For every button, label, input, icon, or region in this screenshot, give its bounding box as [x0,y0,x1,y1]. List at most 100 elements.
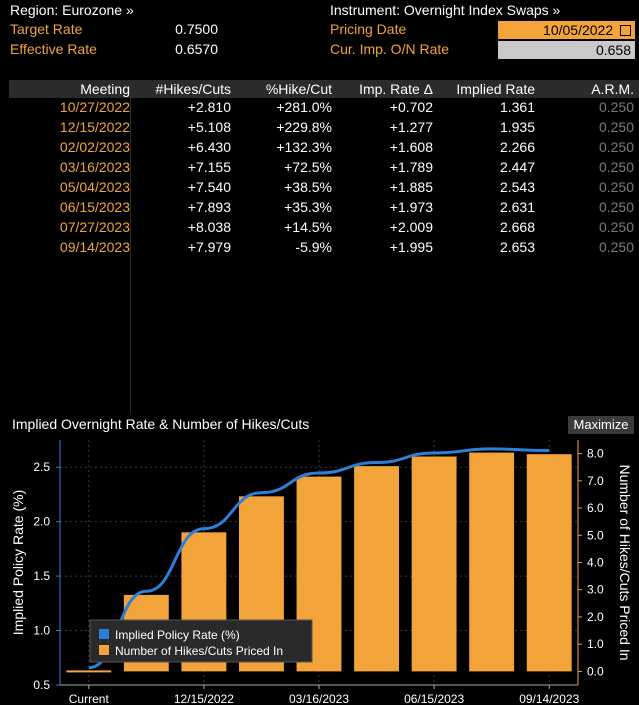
table-cell: +35.3% [284,199,332,215]
table-row[interactable]: 03/16/2023 +7.155 +72.5% +1.789 2.447 0.250 [9,159,639,179]
table-cell: +14.5% [284,219,332,235]
table-cell: +72.5% [284,159,332,175]
table-row[interactable]: 07/27/2023 +8.038 +14.5% +2.009 2.668 0.250 [9,219,639,239]
x-tick-label: 03/16/2023 [289,692,349,705]
maximize-button[interactable]: Maximize [568,416,634,434]
table-cell: +2.810 [187,99,231,115]
legend-label-line: Implied Policy Rate (%) [115,628,240,642]
table-row[interactable]: 10/27/2022 +2.810 +281.0% +0.702 1.361 0.250 [9,99,639,119]
x-tick-label: 06/15/2023 [404,692,464,705]
bar [526,454,572,672]
instrument-selector[interactable]: Instrument: Overnight Index Swaps » [330,2,561,18]
right-tick-label: 2.0 [587,610,604,624]
table-cell: -5.9% [295,239,332,255]
table-header: Meeting #Hikes/Cuts %Hike/Cut Imp. Rate … [9,80,639,98]
right-tick-label: 4.0 [587,556,604,570]
table-cell: +7.155 [187,159,231,175]
table-cell: +229.8% [276,119,332,135]
table-row[interactable]: 02/02/2023 +6.430 +132.3% +1.608 2.266 0.250 [9,139,639,159]
col-header-hikes[interactable]: #Hikes/Cuts [155,81,231,97]
table-cell: 05/04/2023 [59,179,130,195]
pricing-date-field[interactable]: 10/05/2022 [498,21,635,39]
x-tick-label: 09/14/2023 [519,692,579,705]
table-cell: +1.608 [389,139,433,155]
legend-box [89,619,313,663]
bar [411,456,457,672]
legend-swatch-line [99,629,109,639]
table-cell: 2.543 [499,179,535,195]
col-header-implied-rate[interactable]: Implied Rate [456,81,535,97]
table-cell: +7.540 [187,179,231,195]
cur-imp-rate-value: 0.658 [595,42,631,58]
left-tick-label: 1.5 [33,569,50,583]
bar [354,466,400,672]
table-cell: 0.250 [598,219,634,235]
header-panel: Region: Eurozone » Instrument: Overnight… [0,0,639,80]
rate-chart: 0.5 1.0 1.5 2.0 2.5 0.0 1.0 2.0 3.0 4.0 5.0 6.0 7.0 8… [10,440,633,705]
table-row[interactable]: 05/04/2023 +7.540 +38.5% +1.885 2.543 0.250 [9,179,639,199]
left-axis-title: Implied Policy Rate (%) [10,490,26,636]
chart-title: Implied Overnight Rate & Number of Hikes… [12,416,310,432]
chart-axes: 0.5 1.0 1.5 2.0 2.5 0.0 1.0 2.0 3.0 4.0 5.0 6.0 7.0 8… [10,440,633,705]
right-tick-label: 5.0 [587,528,604,542]
table-row[interactable]: 09/14/2023 +7.979 -5.9% +1.995 2.653 0.250 [9,239,639,259]
cur-imp-rate-label: Cur. Imp. O/N Rate [330,41,450,57]
table-cell: 12/15/2022 [59,119,130,135]
pricing-date-label: Pricing Date [330,21,407,37]
table-cell: 07/27/2023 [59,219,130,235]
effective-rate-value: 0.6570 [175,41,218,57]
table-cell: +1.277 [389,119,433,135]
col-header-meeting[interactable]: Meeting [80,81,130,97]
table-row[interactable]: 12/15/2022 +5.108 +229.8% +1.277 1.935 0.250 [9,119,639,139]
legend-label-bar: Number of Hikes/Cuts Priced In [115,644,283,658]
table-cell: 0.250 [598,159,634,175]
line-series [88,447,550,670]
pricing-date-value: 10/05/2022 [543,22,614,38]
table-cell: +38.5% [284,179,332,195]
x-tick-label: 12/15/2022 [174,692,234,705]
table-cell: 1.361 [499,99,535,115]
table-row[interactable]: 06/15/2023 +7.893 +35.3% +1.973 2.631 0.250 [9,199,639,219]
table-cell: 2.668 [499,219,535,235]
cur-imp-rate-field[interactable]: 0.658 [498,41,635,59]
left-tick-label: 2.5 [33,460,50,474]
table-cell: 2.631 [499,199,535,215]
right-tick-label: 1.0 [587,637,604,651]
table-cell: +1.973 [389,199,433,215]
left-tick-label: 1.0 [33,624,50,638]
right-tick-label: 6.0 [587,501,604,515]
right-tick-label: 0.0 [587,664,604,678]
col-header-pct-hike[interactable]: %Hike/Cut [265,81,332,97]
col-header-imp-rate-delta[interactable]: Imp. Rate Δ [359,81,433,97]
table-cell: +132.3% [276,139,332,155]
col-header-arm[interactable]: A.R.M. [591,81,634,97]
table-cell: 02/02/2023 [59,139,130,155]
x-tick-label: Current [69,692,110,705]
table-cell: +6.430 [187,139,231,155]
table-cell: +7.979 [187,239,231,255]
table-cell: +281.0% [276,99,332,115]
table-cell: +1.995 [389,239,433,255]
left-tick-label: 2.0 [33,515,50,529]
table-cell: 0.250 [598,239,634,255]
table-cell: +1.789 [389,159,433,175]
table-cell: 1.935 [499,119,535,135]
table-cell: +7.893 [187,199,231,215]
table-cell: 0.250 [598,199,634,215]
table-cell: +8.038 [187,219,231,235]
right-tick-label: 7.0 [587,474,604,488]
bar [66,670,112,673]
table-cell: 03/16/2023 [59,159,130,175]
right-tick-label: 8.0 [587,447,604,461]
table-cell: 0.250 [598,139,634,155]
table-cell: +2.009 [389,219,433,235]
legend-swatch-bar [99,645,109,655]
region-selector[interactable]: Region: Eurozone » [10,2,134,18]
table-cell: 06/15/2023 [59,199,130,215]
calendar-icon[interactable] [620,25,631,36]
target-rate-value: 0.7500 [175,21,218,37]
chart-legend: Implied Policy Rate (%) Number of Hikes/C… [89,619,313,663]
bar [469,452,515,672]
table-cell: 0.250 [598,179,634,195]
column-divider [130,80,131,413]
